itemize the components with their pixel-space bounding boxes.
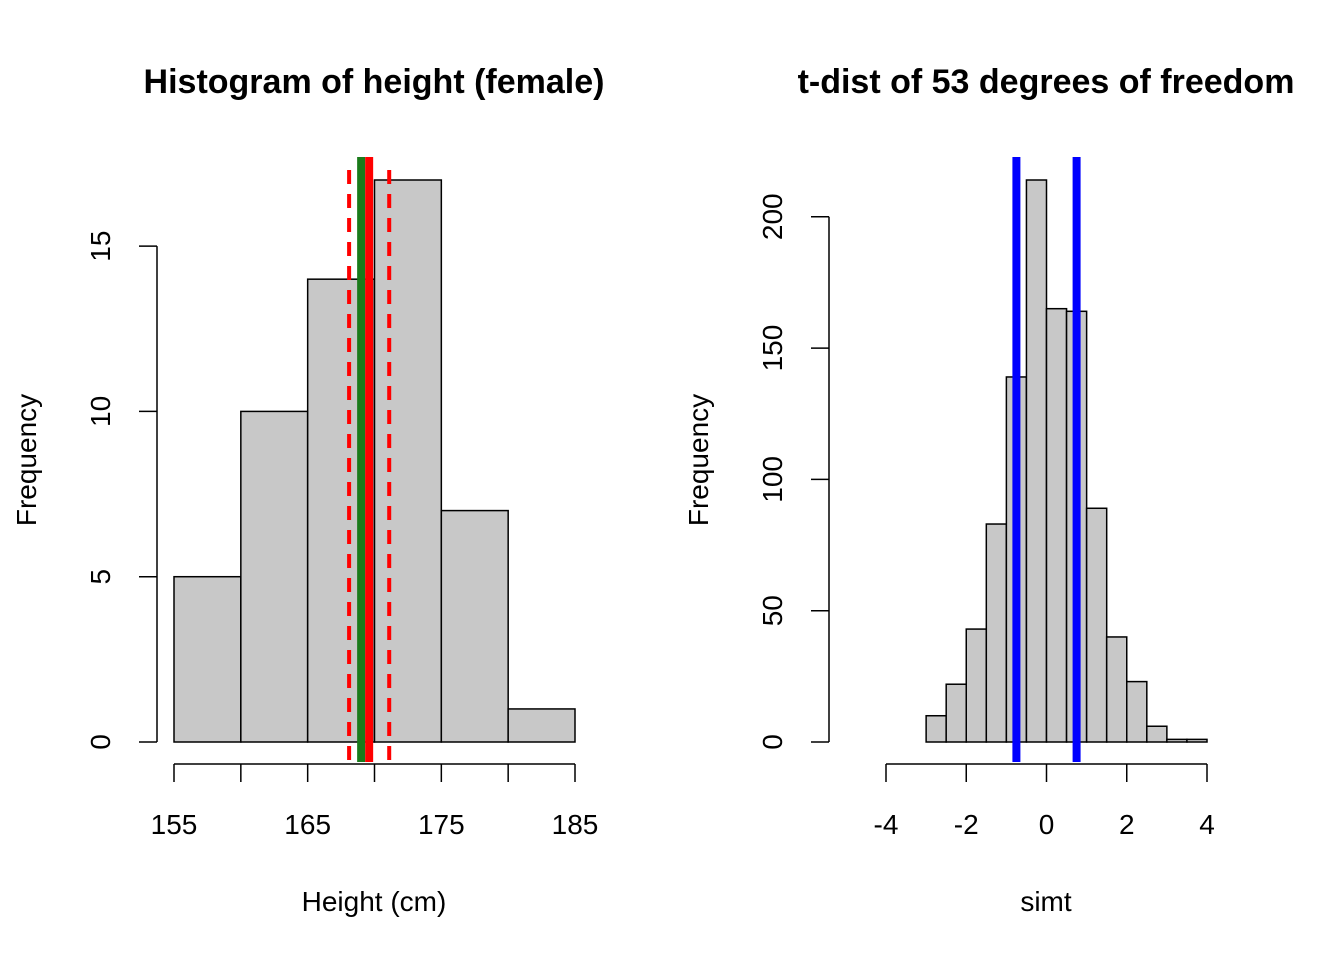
y-tick-label: 0 (757, 734, 788, 750)
histogram-bar (240, 410, 309, 743)
histogram-bar (507, 708, 576, 743)
x-tick-label: 4 (1199, 809, 1215, 840)
histogram-bar (1045, 307, 1068, 743)
x-tick-label: -4 (874, 809, 899, 840)
x-tick-label: 175 (418, 809, 465, 840)
y-tick-label: 200 (757, 193, 788, 240)
x-tick-label: 155 (151, 809, 198, 840)
x-tick-label: 2 (1119, 809, 1135, 840)
y-tick-label: 15 (85, 231, 116, 262)
x-axis-label: Height (cm) (302, 886, 447, 917)
reference-lines (1012, 157, 1081, 762)
histogram-bar (985, 523, 1008, 743)
reference-lines (347, 157, 392, 762)
y-axis: 0 50 100 150 200 (757, 193, 830, 750)
histogram-bar (1146, 725, 1168, 743)
y-tick-label: 0 (85, 734, 116, 750)
histogram-bar (1126, 680, 1148, 743)
y-tick-label: 50 (757, 595, 788, 626)
x-tick-label: 165 (284, 809, 331, 840)
histogram-bar (1105, 636, 1128, 743)
histogram-bar (1166, 738, 1188, 743)
y-tick-label: 150 (757, 325, 788, 372)
histogram-bar (440, 509, 509, 743)
x-axis: 155 165 175 185 (151, 763, 599, 840)
chart-title: Histogram of height (female) (144, 63, 605, 101)
bars (925, 179, 1208, 743)
histogram-bar (173, 575, 242, 743)
x-tick-label: -2 (954, 809, 979, 840)
y-axis: 0 5 10 15 (85, 231, 158, 750)
histogram-bar (373, 179, 443, 743)
histogram-bar (965, 628, 988, 743)
height-histogram-panel: Histogram of height (female) Height (cm)… (11, 63, 604, 917)
y-tick-label: 5 (85, 569, 116, 585)
y-tick-label: 10 (85, 396, 116, 427)
histogram-bar (1186, 738, 1208, 743)
t-dist-histogram-panel: t-dist of 53 degrees of freedom simt Fre… (683, 63, 1294, 917)
y-axis-label: Frequency (11, 394, 42, 526)
histogram-bar (1025, 179, 1048, 743)
histogram-bar (1085, 507, 1108, 743)
x-axis-label: simt (1020, 886, 1072, 917)
bars (173, 179, 576, 743)
y-axis-label: Frequency (683, 394, 714, 526)
x-axis: -4 -2 0 2 4 (874, 763, 1215, 840)
chart-title: t-dist of 53 degrees of freedom (798, 63, 1295, 101)
x-tick-label: 185 (552, 809, 599, 840)
x-tick-label: 0 (1039, 809, 1055, 840)
histogram-bar (945, 683, 967, 743)
y-tick-label: 100 (757, 456, 788, 503)
histogram-bar (925, 714, 947, 743)
